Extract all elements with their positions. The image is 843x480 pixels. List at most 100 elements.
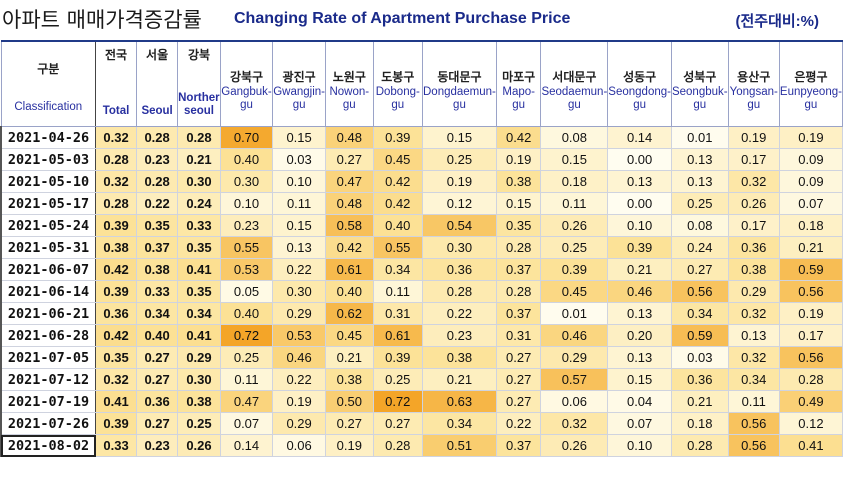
cell-total[interactable]: 0.28 — [94, 192, 138, 215]
cell-dongdaemun-gu[interactable]: 0.21 — [422, 368, 497, 391]
cell-eunpyeong-gu[interactable]: 0.12 — [778, 412, 843, 435]
cell-nowon-gu[interactable]: 0.47 — [325, 170, 374, 193]
cell-gangbuk-gu[interactable]: 0.07 — [219, 412, 274, 435]
cell-yongsan-gu[interactable]: 0.32 — [727, 302, 780, 325]
cell-yongsan-gu[interactable]: 0.36 — [727, 236, 780, 259]
cell-total[interactable]: 0.32 — [94, 368, 138, 391]
cell-seoul[interactable]: 0.33 — [136, 280, 179, 303]
cell-total[interactable]: 0.42 — [94, 258, 138, 281]
cell-gangbuk-gu[interactable]: 0.30 — [219, 170, 274, 193]
cell-seongdong-gu[interactable]: 0.00 — [607, 148, 672, 171]
cell-seongdong-gu[interactable]: 0.07 — [607, 412, 672, 435]
cell-seongdong-gu[interactable]: 0.21 — [607, 258, 672, 281]
cell-gangbuk-gu[interactable]: 0.11 — [219, 368, 274, 391]
cell-nowon-gu[interactable]: 0.50 — [325, 390, 374, 413]
cell-gwangjin-gu[interactable]: 0.15 — [272, 214, 327, 237]
cell-eunpyeong-gu[interactable]: 0.09 — [778, 148, 843, 171]
row-date[interactable]: 2021-06-14 — [0, 280, 96, 303]
cell-nowon-gu[interactable]: 0.45 — [325, 324, 374, 347]
cell-gwangjin-gu[interactable]: 0.10 — [272, 170, 327, 193]
cell-seongbuk-gu[interactable]: 0.18 — [670, 412, 729, 435]
cell-total[interactable]: 0.32 — [94, 126, 138, 149]
cell-dongdaemun-gu[interactable]: 0.15 — [422, 126, 497, 149]
cell-yongsan-gu[interactable]: 0.17 — [727, 148, 780, 171]
cell-dongdaemun-gu[interactable]: 0.23 — [422, 324, 497, 347]
cell-seongdong-gu[interactable]: 0.15 — [607, 368, 672, 391]
row-date[interactable]: 2021-07-12 — [0, 368, 96, 391]
cell-eunpyeong-gu[interactable]: 0.56 — [778, 280, 843, 303]
cell-gangbuk-gu[interactable]: 0.40 — [219, 148, 274, 171]
cell-seodaemun-gu[interactable]: 0.25 — [540, 236, 609, 259]
cell-eunpyeong-gu[interactable]: 0.19 — [778, 126, 843, 149]
cell-gangbuk-gu[interactable]: 0.70 — [219, 126, 274, 149]
cell-northern-seoul[interactable]: 0.35 — [177, 280, 221, 303]
cell-eunpyeong-gu[interactable]: 0.17 — [778, 324, 843, 347]
cell-dongdaemun-gu[interactable]: 0.22 — [422, 302, 497, 325]
cell-total[interactable]: 0.35 — [94, 346, 138, 369]
cell-gwangjin-gu[interactable]: 0.22 — [272, 258, 327, 281]
cell-seoul[interactable]: 0.27 — [136, 346, 179, 369]
cell-nowon-gu[interactable]: 0.27 — [325, 148, 374, 171]
cell-seoul[interactable]: 0.36 — [136, 390, 179, 413]
cell-mapo-gu[interactable]: 0.31 — [495, 324, 542, 347]
cell-dobong-gu[interactable]: 0.55 — [372, 236, 424, 259]
cell-gangbuk-gu[interactable]: 0.10 — [219, 192, 274, 215]
row-date[interactable]: 2021-05-17 — [0, 192, 96, 215]
cell-seongbuk-gu[interactable]: 0.56 — [670, 280, 729, 303]
cell-eunpyeong-gu[interactable]: 0.19 — [778, 302, 843, 325]
cell-gwangjin-gu[interactable]: 0.13 — [272, 236, 327, 259]
cell-dobong-gu[interactable]: 0.40 — [372, 214, 424, 237]
cell-nowon-gu[interactable]: 0.40 — [325, 280, 374, 303]
cell-seongdong-gu[interactable]: 0.14 — [607, 126, 672, 149]
cell-mapo-gu[interactable]: 0.28 — [495, 280, 542, 303]
cell-dongdaemun-gu[interactable]: 0.19 — [422, 170, 497, 193]
cell-dobong-gu[interactable]: 0.25 — [372, 368, 424, 391]
row-date[interactable]: 2021-07-19 — [0, 390, 96, 413]
cell-nowon-gu[interactable]: 0.48 — [325, 126, 374, 149]
row-date[interactable]: 2021-05-10 — [0, 170, 96, 193]
cell-seoul[interactable]: 0.35 — [136, 214, 179, 237]
cell-seongdong-gu[interactable]: 0.39 — [607, 236, 672, 259]
cell-mapo-gu[interactable]: 0.27 — [495, 390, 542, 413]
cell-seongbuk-gu[interactable]: 0.59 — [670, 324, 729, 347]
cell-dobong-gu[interactable]: 0.42 — [372, 170, 424, 193]
cell-dongdaemun-gu[interactable]: 0.36 — [422, 258, 497, 281]
cell-nowon-gu[interactable]: 0.48 — [325, 192, 374, 215]
cell-eunpyeong-gu[interactable]: 0.28 — [778, 368, 843, 391]
cell-total[interactable]: 0.39 — [94, 214, 138, 237]
cell-gwangjin-gu[interactable]: 0.53 — [272, 324, 327, 347]
cell-seongdong-gu[interactable]: 0.13 — [607, 170, 672, 193]
cell-seodaemun-gu[interactable]: 0.26 — [540, 434, 609, 457]
cell-dongdaemun-gu[interactable]: 0.34 — [422, 412, 497, 435]
row-date[interactable]: 2021-05-03 — [0, 148, 96, 171]
cell-seoul[interactable]: 0.40 — [136, 324, 179, 347]
cell-seodaemun-gu[interactable]: 0.08 — [540, 126, 609, 149]
row-date[interactable]: 2021-05-31 — [0, 236, 96, 259]
cell-seoul[interactable]: 0.23 — [136, 148, 179, 171]
cell-nowon-gu[interactable]: 0.21 — [325, 346, 374, 369]
cell-seoul[interactable]: 0.28 — [136, 126, 179, 149]
cell-total[interactable]: 0.28 — [94, 148, 138, 171]
row-date[interactable]: 2021-07-26 — [0, 412, 96, 435]
cell-eunpyeong-gu[interactable]: 0.09 — [778, 170, 843, 193]
cell-seongdong-gu[interactable]: 0.13 — [607, 346, 672, 369]
cell-mapo-gu[interactable]: 0.37 — [495, 302, 542, 325]
cell-dobong-gu[interactable]: 0.61 — [372, 324, 424, 347]
row-date[interactable]: 2021-07-05 — [0, 346, 96, 369]
cell-mapo-gu[interactable]: 0.27 — [495, 346, 542, 369]
cell-seodaemun-gu[interactable]: 0.57 — [540, 368, 609, 391]
cell-dobong-gu[interactable]: 0.45 — [372, 148, 424, 171]
row-date[interactable]: 2021-04-26 — [0, 126, 96, 149]
cell-dobong-gu[interactable]: 0.27 — [372, 412, 424, 435]
cell-northern-seoul[interactable]: 0.41 — [177, 258, 221, 281]
cell-yongsan-gu[interactable]: 0.56 — [727, 434, 780, 457]
cell-seoul[interactable]: 0.23 — [136, 434, 179, 457]
cell-nowon-gu[interactable]: 0.38 — [325, 368, 374, 391]
cell-seodaemun-gu[interactable]: 0.15 — [540, 148, 609, 171]
cell-eunpyeong-gu[interactable]: 0.21 — [778, 236, 843, 259]
cell-dongdaemun-gu[interactable]: 0.25 — [422, 148, 497, 171]
cell-yongsan-gu[interactable]: 0.13 — [727, 324, 780, 347]
cell-yongsan-gu[interactable]: 0.19 — [727, 126, 780, 149]
cell-yongsan-gu[interactable]: 0.11 — [727, 390, 780, 413]
cell-yongsan-gu[interactable]: 0.32 — [727, 346, 780, 369]
